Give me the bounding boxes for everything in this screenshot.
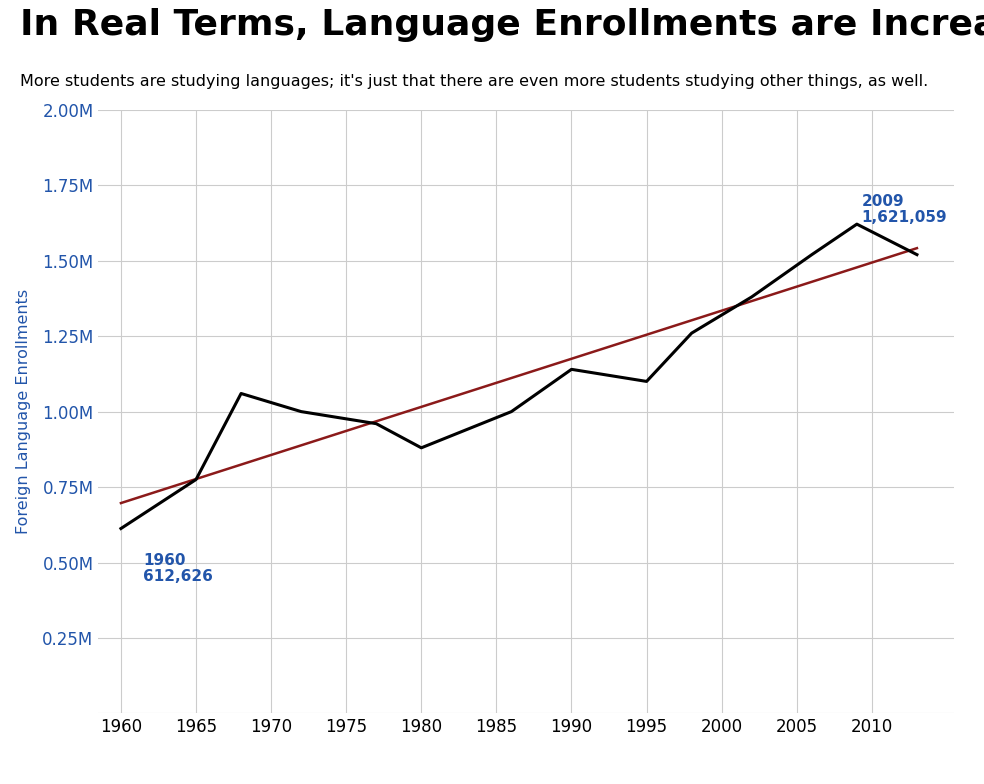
Text: 2009: 2009 xyxy=(861,194,904,209)
Text: 1960: 1960 xyxy=(144,554,186,568)
Text: 1,621,059: 1,621,059 xyxy=(861,210,947,225)
Y-axis label: Foreign Language Enrollments: Foreign Language Enrollments xyxy=(16,289,31,534)
Text: 612,626: 612,626 xyxy=(144,568,214,583)
Text: In Real Terms, Language Enrollments are Increasing: In Real Terms, Language Enrollments are … xyxy=(20,8,984,42)
Text: More students are studying languages; it's just that there are even more student: More students are studying languages; it… xyxy=(20,74,928,89)
